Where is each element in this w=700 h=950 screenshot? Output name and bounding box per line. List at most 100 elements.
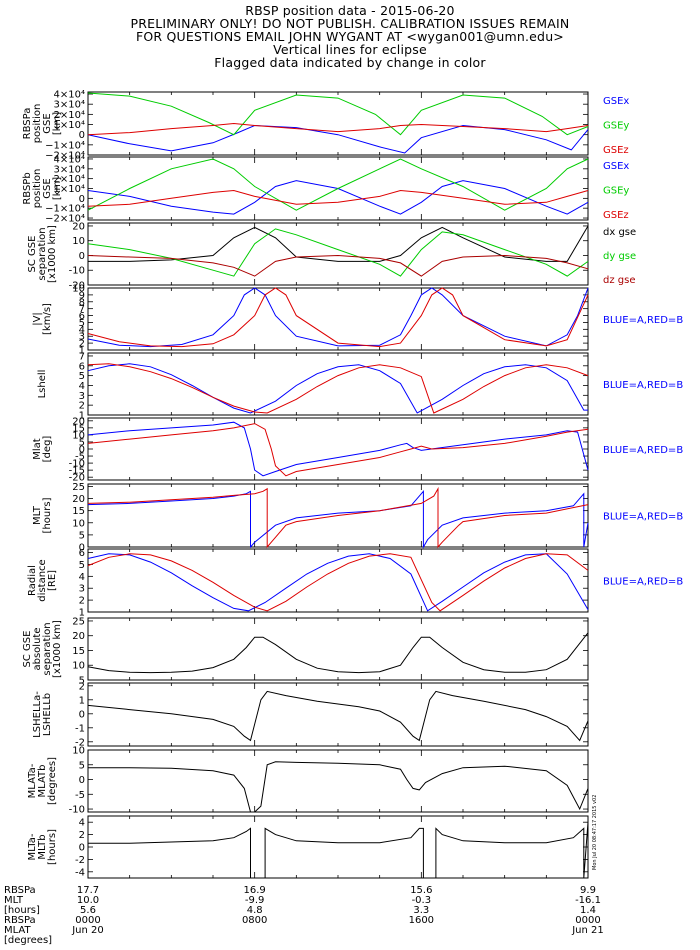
y-tick-label: 3×10⁴ <box>54 164 85 175</box>
y-axis-label-line: distance <box>37 559 48 601</box>
y-tick-label: 5 <box>79 676 85 687</box>
y-axis-label-line: SC GSE <box>27 236 38 273</box>
y-axis-label-mlt: MLT[hours] <box>32 497 53 533</box>
series-line-dz-gse <box>87 254 589 277</box>
y-tick-label: 4 <box>79 818 85 829</box>
series-line-a <box>87 553 589 612</box>
y-tick-label: 5 <box>79 437 85 448</box>
side-stamp: Mon Jul 20 08:47:17 2015 v02 <box>592 795 598 870</box>
footer-value: 9.9 <box>580 885 596 896</box>
panel-frame-abs-sep <box>87 617 589 681</box>
y-tick-label: 1 <box>79 608 85 619</box>
y-tick-label: 0 <box>79 775 85 786</box>
y-tick-label: 10 <box>72 518 85 529</box>
y-tick-label: -20 <box>69 281 85 292</box>
warning-line: PRELIMINARY ONLY! DO NOT PUBLISH. CALIBR… <box>130 16 570 31</box>
series-line-gsex <box>87 124 589 154</box>
y-tick-label: 2 <box>79 401 85 412</box>
legend-label: GSEy <box>603 186 629 197</box>
y-tick-label: 5 <box>79 760 85 771</box>
y-tick-label: -15 <box>69 466 85 477</box>
series-line-b <box>87 553 589 612</box>
y-tick-label: 1 <box>79 346 85 357</box>
footer-value: -16.1 <box>575 895 601 906</box>
y-tick-label: -1 <box>75 723 85 734</box>
legend-label: GSEy <box>603 121 629 132</box>
y-tick-label: 10 <box>72 661 85 672</box>
y-tick-label: 3 <box>79 391 85 402</box>
y-tick-label: 25 <box>72 616 85 627</box>
y-axis-label-mlt-diff: MLTa-MLTb[hours] <box>27 829 58 865</box>
series-line-a <box>87 287 589 348</box>
y-tick-label: 3 <box>79 332 85 343</box>
y-tick-label: 1 <box>79 695 85 706</box>
panel-frame-rbspa-pos <box>87 91 589 156</box>
y-tick-label: 5 <box>79 530 85 541</box>
legend-label: GSEz <box>603 145 629 156</box>
title-block: RBSP position data - 2015-06-20 PRELIMIN… <box>0 4 700 69</box>
y-axis-label-line: MLT <box>32 505 43 525</box>
y-axis-label-line: GSE <box>42 178 53 198</box>
footer-value: Jun 20 <box>71 925 104 936</box>
y-axis-label-line: Radial <box>27 565 38 596</box>
y-tick-label: 6 <box>79 548 85 559</box>
eclipse-note: Vertical lines for eclipse <box>273 42 427 57</box>
legend-label: BLUE=A,RED=B <box>603 380 683 391</box>
y-axis-label-line: [x1000 km] <box>47 225 58 283</box>
y-axis-label-line: |V| <box>32 312 43 326</box>
y-axis-label-line: GSE <box>42 113 53 133</box>
y-axis-label-line: separation <box>42 622 53 675</box>
y-tick-label: 10 <box>72 284 85 295</box>
footer-value: -0.3 <box>412 895 432 906</box>
footer-value: Jun 21 <box>571 925 604 936</box>
y-tick-label: -4 <box>75 867 85 878</box>
footer-row-label: [degrees] <box>4 935 52 946</box>
series-line-a <box>87 363 588 414</box>
series-line-gsey <box>87 92 589 136</box>
y-axis-label-line: position <box>32 169 43 209</box>
series-line-dx-gse <box>88 225 589 262</box>
y-tick-label: -2 <box>75 855 85 866</box>
footer-value: 1.4 <box>580 905 596 916</box>
y-axis-label-abs-sep: SC GSEabsoluteseparation[x1000 km] <box>22 620 63 678</box>
legend-label: dz gse <box>603 275 636 286</box>
y-tick-label: 0 <box>79 843 85 854</box>
legend-label: dy gse <box>603 251 636 262</box>
footer-value: 10.0 <box>77 895 99 906</box>
y-tick-label: 20 <box>72 416 85 427</box>
series-line-gsez <box>87 189 589 207</box>
y-axis-label-line: [RE] <box>47 570 58 591</box>
footer-value: 17.7 <box>77 885 99 896</box>
y-tick-label: 1×10⁴ <box>54 120 85 131</box>
legend-label: BLUE=A,RED=B <box>603 512 683 523</box>
y-tick-label: 7 <box>79 351 85 362</box>
panel-frame-mlt-diff <box>87 815 589 879</box>
panel-frame-mlat <box>87 417 589 481</box>
y-axis-label-mlat: Mlat[deg] <box>32 436 53 463</box>
y-tick-label: 9 <box>79 290 85 301</box>
series-line-gsez <box>87 122 589 136</box>
contact-line: FOR QUESTIONS EMAIL JOHN WYGANT AT <wyga… <box>135 29 564 44</box>
y-axis-label-speed: |V|[km/s] <box>32 303 53 335</box>
y-axis-label-line: LSHELLa- <box>32 691 43 738</box>
y-tick-label: 0 <box>79 709 85 720</box>
series-line <box>88 822 589 879</box>
y-tick-label: 4 <box>79 381 85 392</box>
y-tick-label: 15 <box>72 646 85 657</box>
y-tick-label: -5 <box>75 790 85 801</box>
panel-frame-mlat-diff <box>87 749 589 813</box>
y-tick-label: -20 <box>69 473 85 484</box>
series-line <box>88 761 589 813</box>
series-line-b <box>87 486 589 549</box>
y-axis-label-line: [hours] <box>47 829 58 865</box>
y-axis-label-rbspb-pos: RBSPbpositionGSE[km] <box>22 169 63 209</box>
y-axis-label-line: RBSPa <box>22 108 33 140</box>
y-tick-label: 0 <box>79 194 85 205</box>
y-axis-label-lshell-diff: LSHELLa-LSHELLb <box>32 691 53 738</box>
y-axis-label-line: absolute <box>32 628 43 671</box>
footer-value: 3.3 <box>413 905 429 916</box>
footer-value: 5.6 <box>80 905 96 916</box>
legend-label: GSEz <box>603 210 629 221</box>
y-tick-label: 10 <box>72 430 85 441</box>
